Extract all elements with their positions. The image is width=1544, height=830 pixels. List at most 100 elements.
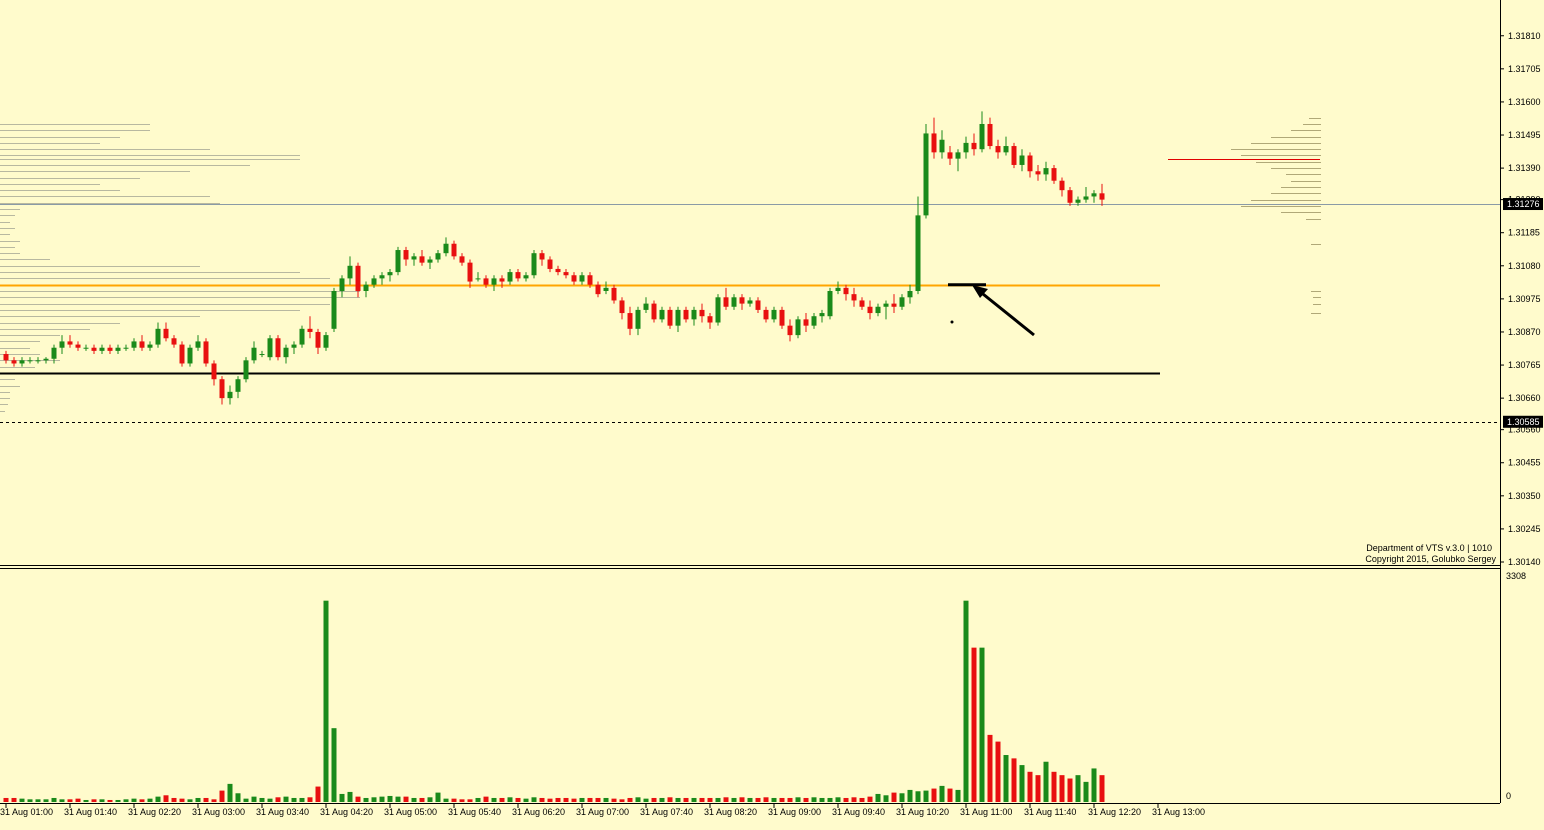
candle-body[interactable]: [403, 250, 409, 260]
volume-bar[interactable]: [827, 797, 833, 802]
candle-body[interactable]: [307, 328, 313, 332]
volume-bar[interactable]: [235, 793, 241, 802]
volume-bar[interactable]: [1067, 778, 1073, 802]
volume-bar[interactable]: [755, 797, 761, 802]
volume-bar[interactable]: [1043, 761, 1049, 802]
volume-bar[interactable]: [499, 797, 505, 802]
candle-body[interactable]: [11, 360, 17, 364]
volume-bar[interactable]: [491, 797, 497, 802]
volume-bar[interactable]: [387, 795, 393, 802]
volume-bar[interactable]: [27, 799, 33, 802]
volume-bar[interactable]: [971, 647, 977, 802]
volume-bar[interactable]: [795, 797, 801, 802]
volume-bar[interactable]: [619, 799, 625, 802]
candle-body[interactable]: [531, 253, 537, 276]
candle-body[interactable]: [27, 360, 33, 362]
candle-body[interactable]: [107, 347, 113, 351]
volume-bar[interactable]: [1059, 775, 1065, 802]
volume-bar[interactable]: [59, 799, 65, 802]
volume-bar[interactable]: [611, 798, 617, 802]
volume-bar[interactable]: [19, 798, 25, 802]
candle-body[interactable]: [827, 291, 833, 317]
volume-bar[interactable]: [43, 799, 49, 802]
candle-body[interactable]: [779, 309, 785, 326]
candle-body[interactable]: [755, 300, 761, 310]
candle-body[interactable]: [795, 319, 801, 336]
candle-body[interactable]: [963, 142, 969, 153]
volume-bar[interactable]: [515, 797, 521, 802]
volume-bar[interactable]: [163, 795, 169, 802]
candle-body[interactable]: [523, 275, 529, 279]
candle-body[interactable]: [331, 291, 337, 329]
volume-bar[interactable]: [91, 799, 97, 802]
candle-body[interactable]: [811, 316, 817, 326]
volume-bar[interactable]: [243, 798, 249, 802]
candle-body[interactable]: [99, 347, 105, 351]
candle-body[interactable]: [491, 278, 497, 285]
candle-body[interactable]: [227, 391, 233, 399]
volume-bar[interactable]: [1091, 768, 1097, 802]
volume-bar[interactable]: [779, 797, 785, 802]
volume-bar[interactable]: [187, 799, 193, 802]
volume-bar[interactable]: [139, 799, 145, 802]
volume-bar[interactable]: [51, 797, 57, 802]
candle-body[interactable]: [163, 328, 169, 339]
volume-bar[interactable]: [563, 797, 569, 802]
candle-body[interactable]: [451, 243, 457, 257]
candle-body[interactable]: [547, 259, 553, 269]
volume-bar[interactable]: [331, 728, 337, 802]
candle-body[interactable]: [1059, 180, 1065, 191]
candle-body[interactable]: [835, 287, 841, 291]
volume-bar[interactable]: [1003, 755, 1009, 802]
volume-bar[interactable]: [699, 797, 705, 802]
volume-bar[interactable]: [635, 797, 641, 802]
volume-bar[interactable]: [67, 799, 73, 802]
volume-bar[interactable]: [747, 797, 753, 802]
volume-bar[interactable]: [915, 791, 921, 802]
volume-bar[interactable]: [267, 798, 273, 802]
candle-body[interactable]: [59, 341, 65, 348]
candle-body[interactable]: [1003, 146, 1009, 153]
volume-bar[interactable]: [963, 600, 969, 802]
volume-bar[interactable]: [643, 798, 649, 802]
volume-bar[interactable]: [299, 797, 305, 802]
volume-bar[interactable]: [483, 796, 489, 802]
volume-bar[interactable]: [171, 797, 177, 802]
candle-body[interactable]: [443, 243, 449, 254]
volume-bar[interactable]: [731, 797, 737, 802]
volume-bar[interactable]: [115, 799, 121, 802]
volume-bar[interactable]: [371, 797, 377, 802]
volume-bar[interactable]: [1011, 758, 1017, 802]
volume-bar[interactable]: [1099, 775, 1105, 802]
candle-body[interactable]: [979, 123, 985, 150]
volume-bar[interactable]: [539, 797, 545, 802]
candle-body[interactable]: [803, 319, 809, 326]
volume-bar[interactable]: [283, 796, 289, 802]
volume-bar[interactable]: [547, 798, 553, 802]
candle-body[interactable]: [1075, 199, 1081, 203]
volume-bar[interactable]: [363, 797, 369, 802]
candle-body[interactable]: [1043, 168, 1049, 175]
candle-body[interactable]: [579, 275, 585, 282]
volume-bar[interactable]: [403, 796, 409, 802]
volume-bar[interactable]: [355, 796, 361, 802]
volume-bar[interactable]: [11, 797, 17, 802]
volume-bar[interactable]: [931, 788, 937, 802]
candle-body[interactable]: [883, 303, 889, 307]
candle-body[interactable]: [731, 297, 737, 307]
candle-body[interactable]: [91, 347, 97, 351]
volume-bar[interactable]: [803, 797, 809, 802]
candle-body[interactable]: [211, 363, 217, 380]
volume-bar[interactable]: [907, 789, 913, 802]
volume-bar[interactable]: [819, 797, 825, 802]
volume-bar[interactable]: [467, 799, 473, 802]
candle-body[interactable]: [595, 284, 601, 295]
candle-body[interactable]: [1099, 193, 1105, 200]
candle-body[interactable]: [171, 338, 177, 345]
candle-body[interactable]: [115, 347, 121, 351]
volume-bar[interactable]: [459, 799, 465, 802]
candle-body[interactable]: [723, 297, 729, 307]
candle-body[interactable]: [339, 278, 345, 291]
volume-bar[interactable]: [275, 797, 281, 802]
